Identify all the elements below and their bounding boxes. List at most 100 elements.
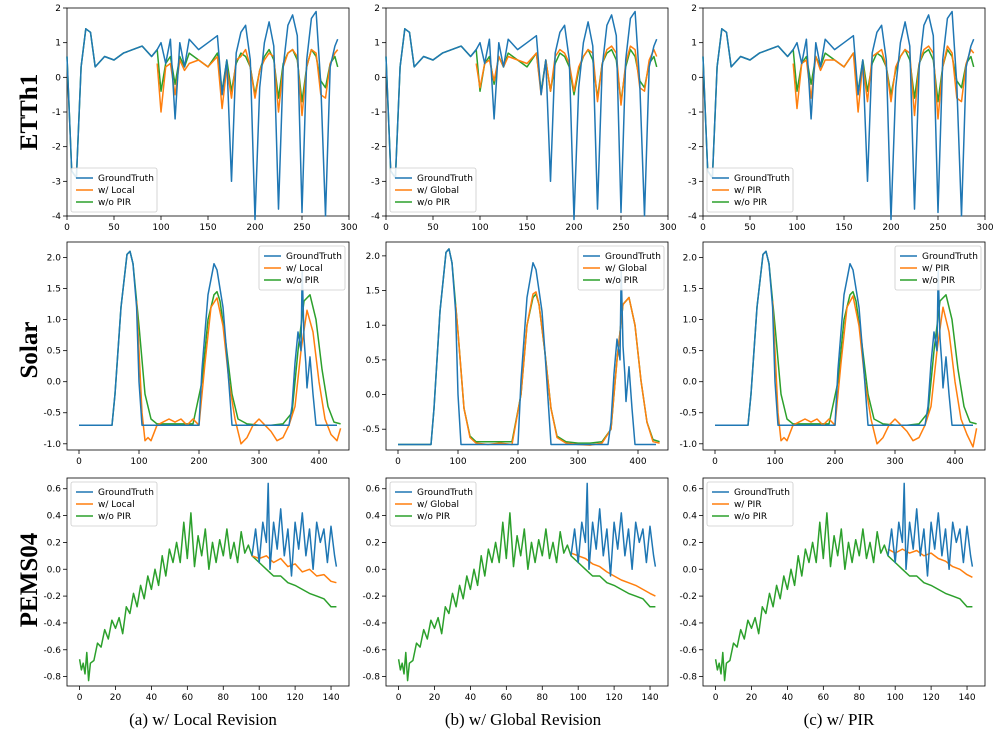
- x-tick-label: 300: [250, 457, 267, 467]
- x-tick-label: 0: [77, 693, 83, 703]
- y-tick-label: 2.0: [683, 254, 698, 264]
- series-line-w-o-pir: [714, 512, 973, 682]
- y-tick-label: -2: [52, 143, 61, 153]
- legend-label: w/ Global: [417, 186, 459, 196]
- x-tick-label: 80: [218, 693, 230, 703]
- series-line-w-pir: [887, 548, 973, 578]
- y-tick-label: -4: [688, 212, 697, 222]
- panel-r0-c0: 0 50 100 150 200 250 300 -4 -3 -2 -1 0 1 2 GroundTruth…: [52, 4, 358, 233]
- x-tick-label: 0: [700, 223, 706, 233]
- row-label-pems04: PEMS04: [16, 532, 43, 627]
- y-tick-label: 1.5: [366, 287, 380, 297]
- x-tick-label: 400: [629, 457, 646, 467]
- legend-box: [389, 481, 477, 527]
- legend-label: GroundTruth: [98, 488, 154, 498]
- y-tick-label: -0.5: [43, 409, 61, 419]
- legend-box: [706, 167, 794, 213]
- legend-label: GroundTruth: [922, 252, 978, 262]
- y-tick-label: -1: [52, 108, 61, 118]
- panel-r0-c2: 0 50 100 150 200 250 300 -4 -3 -2 -1 0 1 2 GroundTruth…: [688, 4, 994, 233]
- series-line-w-local: [156, 48, 339, 117]
- x-tick-label: 0: [383, 223, 389, 233]
- x-tick-label: 50: [108, 223, 120, 233]
- series-line-groundtruth: [79, 250, 337, 426]
- x-tick-label: 250: [612, 223, 629, 233]
- y-tick-label: 0.6: [47, 485, 62, 495]
- x-tick-label: 150: [835, 223, 852, 233]
- legend-label: w/o PIR: [417, 512, 450, 522]
- series-line-groundtruth: [385, 10, 658, 221]
- legend-label: w/o PIR: [98, 198, 131, 208]
- plot-frame: [385, 241, 669, 451]
- legend-box: [577, 245, 665, 291]
- x-tick-label: 140: [641, 693, 658, 703]
- y-tick-label: -0.4: [679, 619, 697, 629]
- y-tick-label: -1.0: [679, 440, 697, 450]
- x-tick-label: 60: [182, 693, 194, 703]
- legend: GroundTruth w/ PIR w/o PIR: [706, 481, 794, 527]
- y-tick-label: 1.0: [366, 321, 381, 331]
- panel-r2-c0: 0 20 40 60 80 100 120 140 -0.8 -0.6 -0.4 -0.2 0.0 0.2…: [43, 477, 350, 703]
- legend-box: [258, 245, 346, 291]
- panel-r0-c1: 0 50 100 150 200 250 300 -4 -3 -2 -1 0 1 2 GroundTruth…: [371, 4, 677, 233]
- y-tick-label: -1: [688, 108, 697, 118]
- series-line-groundtruth: [251, 482, 338, 577]
- x-tick-label: 200: [509, 457, 526, 467]
- plot-frame: [702, 477, 986, 687]
- x-tick-label: 400: [310, 457, 327, 467]
- y-tick-label: 1.0: [683, 316, 698, 326]
- panel-r1-c1: 0 100 200 300 400 -0.5 0.0 0.5 1.0 1.5 2.0 GroundTr…: [362, 241, 669, 467]
- legend: GroundTruth w/ Global w/o PIR: [389, 481, 477, 527]
- x-tick-label: 100: [251, 693, 268, 703]
- y-tick-label: 0.6: [683, 485, 698, 495]
- x-tick-label: 200: [190, 457, 207, 467]
- series-line-w-pir: [771, 295, 978, 448]
- y-tick-label: 2.0: [366, 252, 381, 262]
- x-tick-label: 100: [788, 223, 805, 233]
- y-tick-label: -0.6: [362, 646, 380, 656]
- y-tick-label: 0.2: [683, 538, 697, 548]
- y-tick-label: 1: [691, 39, 697, 49]
- y-tick-label: -2: [688, 143, 697, 153]
- y-tick-label: 0.0: [47, 378, 62, 388]
- x-tick-label: 200: [246, 223, 263, 233]
- legend: GroundTruth w/ Global w/o PIR: [577, 245, 665, 291]
- legend-label: w/o PIR: [98, 512, 131, 522]
- y-tick-label: 1.5: [683, 285, 697, 295]
- x-tick-label: 100: [570, 693, 587, 703]
- y-tick-label: 0.0: [366, 391, 381, 401]
- x-tick-label: 120: [923, 693, 940, 703]
- y-tick-label: -3: [371, 177, 380, 187]
- legend: GroundTruth w/ PIR w/o PIR: [706, 167, 794, 213]
- y-tick-label: 0: [55, 73, 61, 83]
- y-tick-label: -0.6: [679, 646, 697, 656]
- caption-pir: (c) w/ PIR: [804, 710, 875, 729]
- y-tick-label: 1: [374, 39, 380, 49]
- y-tick-label: -3: [52, 177, 61, 187]
- x-tick-label: 100: [887, 693, 904, 703]
- y-tick-label: 0.5: [683, 347, 697, 357]
- x-tick-label: 250: [293, 223, 310, 233]
- series-line-groundtruth: [702, 10, 975, 221]
- legend-box: [894, 245, 982, 291]
- y-tick-label: 0.4: [366, 512, 381, 522]
- legend-label: w/ Global: [417, 500, 459, 510]
- x-tick-label: 50: [744, 223, 756, 233]
- x-tick-label: 200: [882, 223, 899, 233]
- legend-box: [389, 167, 477, 213]
- row-label-solar: Solar: [16, 322, 43, 379]
- x-tick-label: 0: [712, 457, 718, 467]
- x-tick-label: 80: [854, 693, 866, 703]
- y-tick-label: -1.0: [43, 440, 61, 450]
- y-tick-label: 0.5: [366, 356, 380, 366]
- x-tick-label: 50: [427, 223, 439, 233]
- x-tick-label: 100: [766, 457, 783, 467]
- x-tick-label: 100: [449, 457, 466, 467]
- y-tick-label: 2: [55, 4, 61, 14]
- y-tick-label: -0.8: [43, 673, 61, 683]
- y-tick-label: 0.2: [366, 538, 380, 548]
- y-tick-label: -2: [371, 143, 380, 153]
- legend-label: w/o PIR: [734, 198, 767, 208]
- row-label-etth1: ETTh1: [16, 74, 43, 150]
- x-tick-label: 100: [471, 223, 488, 233]
